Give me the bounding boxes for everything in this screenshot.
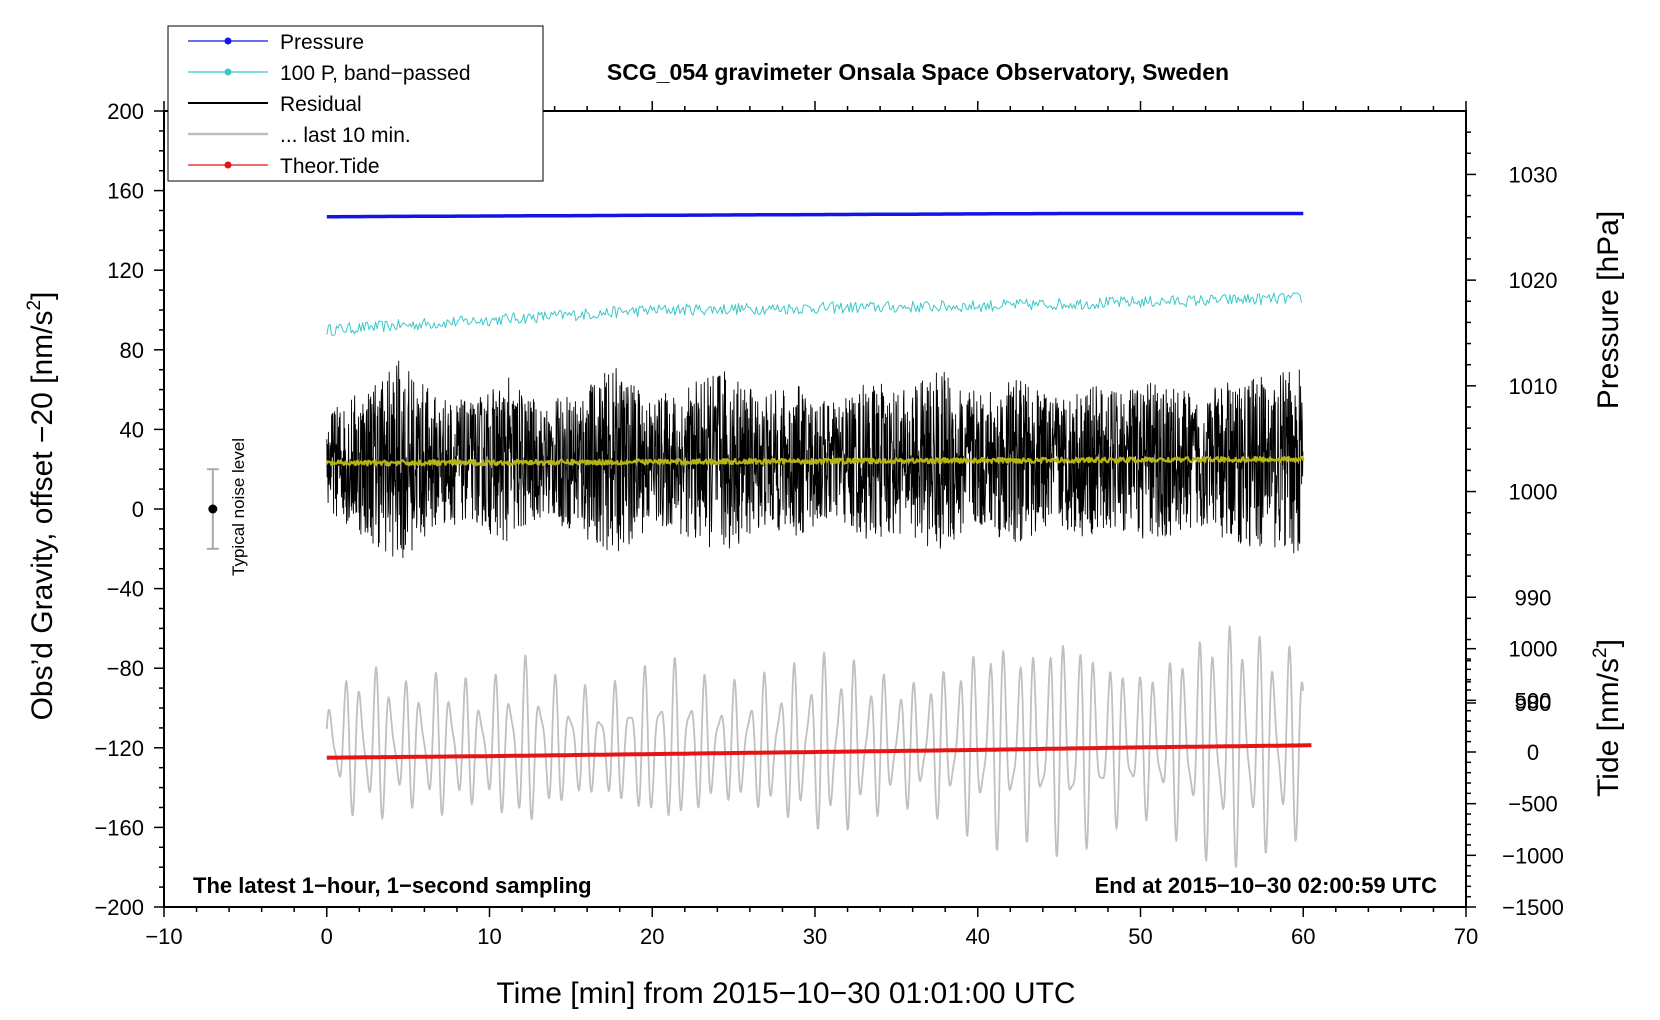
series-layer xyxy=(325,211,1312,868)
y-tick-label: −40 xyxy=(107,577,144,602)
x-tick-label: 50 xyxy=(1128,924,1152,949)
series-last-10-min xyxy=(325,625,1305,868)
noise-point xyxy=(208,504,218,514)
annotation-sampling: The latest 1−hour, 1−second sampling xyxy=(193,873,592,898)
x-tick-label: 40 xyxy=(966,924,990,949)
series-theor-tide xyxy=(326,743,1312,760)
pressure-tick-label: 1010 xyxy=(1509,374,1558,399)
legend-label: 100 P, band−passed xyxy=(280,62,471,85)
y-tick-label: 40 xyxy=(120,417,144,442)
series-residual xyxy=(326,360,1304,559)
y-axis-label-end: ] xyxy=(26,292,59,300)
pressure-tick-label: 990 xyxy=(1515,585,1552,610)
legend-label: Residual xyxy=(280,93,362,116)
x-tick-label: 10 xyxy=(477,924,501,949)
x-axis-label: Time [min] from 2015−10−30 01:01:00 UTC xyxy=(496,977,1075,1010)
y-tick-label: 0 xyxy=(132,497,144,522)
y-axis-label-main: Obs’d Gravity, offset −20 [nm/s xyxy=(26,311,59,721)
x-tick-label: 20 xyxy=(640,924,664,949)
pressure-tick-label: 1020 xyxy=(1509,268,1558,293)
y-tick-label: −80 xyxy=(107,656,144,681)
tide-tick-label: −500 xyxy=(1508,792,1558,817)
pressure-tick-label: 980 xyxy=(1515,691,1552,716)
legend-marker xyxy=(224,37,232,45)
series-100-p-band-passed xyxy=(326,292,1303,336)
noise-indicator-label: Typical noise level xyxy=(229,438,248,576)
chart-title: SCG_054 gravimeter Onsala Space Observat… xyxy=(607,59,1229,85)
y-tick-label: −200 xyxy=(94,895,144,920)
pressure-axis-label: Pressure [hPa] xyxy=(1592,211,1625,409)
legend-label: ... last 10 min. xyxy=(280,124,411,147)
axes-layer: −10 0 10 20 30 40 50 60 70−200−160−120−80−400408… xyxy=(94,99,1563,949)
tide-tick-label: 500 xyxy=(1515,688,1552,713)
x-tick-label: 0 xyxy=(321,924,333,949)
y-axis-label-sup: 2 xyxy=(24,300,45,311)
x-tick-label: 60 xyxy=(1291,924,1315,949)
pressure-tick-label: 1000 xyxy=(1509,480,1558,505)
y-tick-label: 80 xyxy=(120,338,144,363)
series-residual-mean xyxy=(325,455,1305,467)
legend-marker xyxy=(224,68,232,76)
y-tick-label: 120 xyxy=(107,258,144,283)
y-axis-label: Obs’d Gravity, offset −20 [nm/s2] xyxy=(24,292,59,721)
legend-label: Pressure xyxy=(280,31,364,54)
legend-marker xyxy=(224,161,232,169)
tide-tick-label: 0 xyxy=(1527,740,1539,765)
tide-tick-label: −1500 xyxy=(1502,895,1564,920)
y-tick-label: 160 xyxy=(107,179,144,204)
annotation-end-time: End at 2015−10−30 02:00:59 UTC xyxy=(1095,873,1438,898)
tide-tick-label: 1000 xyxy=(1509,637,1558,662)
tide-axis-label-main: Tide [nm/s xyxy=(1592,658,1625,797)
tide-tick-label: −1000 xyxy=(1502,843,1564,868)
tide-axis-label-sup: 2 xyxy=(1590,647,1611,658)
pressure-tick-label: 1030 xyxy=(1509,162,1558,187)
series-pressure xyxy=(326,211,1304,219)
tide-axis-label: Tide [nm/s2] xyxy=(1590,639,1625,797)
y-tick-label: −120 xyxy=(94,736,144,761)
tide-axis-label-end: ] xyxy=(1592,639,1625,647)
legend-label: Theor.Tide xyxy=(280,155,380,178)
y-tick-label: 200 xyxy=(107,99,144,124)
x-tick-label: 30 xyxy=(803,924,827,949)
legend: Pressure 100 P, band−passed Residual ... la… xyxy=(167,25,544,182)
y-tick-label: −160 xyxy=(94,815,144,840)
x-tick-label: 70 xyxy=(1454,924,1478,949)
noise-indicator xyxy=(206,468,219,550)
x-tick-label: −10 xyxy=(145,924,182,949)
